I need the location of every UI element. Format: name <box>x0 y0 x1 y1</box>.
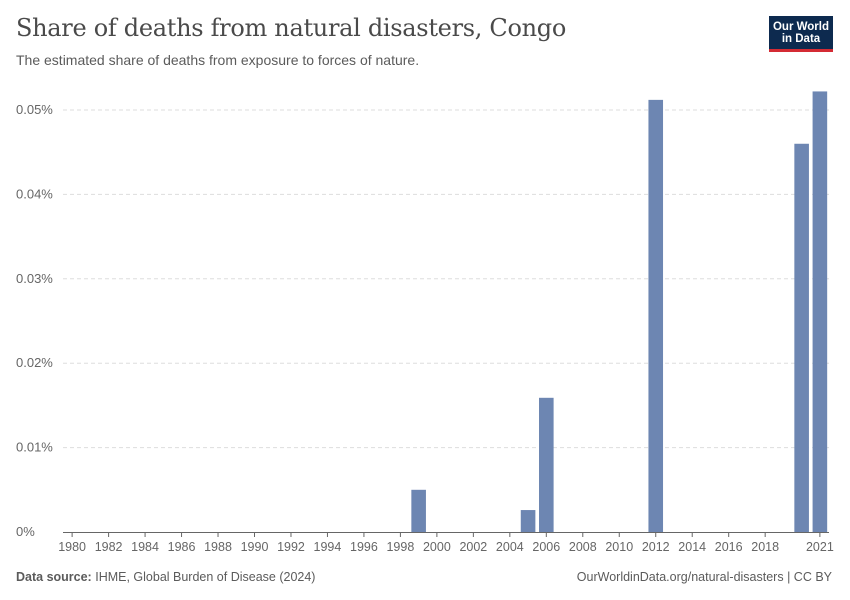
x-tick-label: 2010 <box>605 540 633 554</box>
data-source-label: Data source: <box>16 570 92 584</box>
x-tick-label: 1988 <box>204 540 232 554</box>
bar-2006[interactable] <box>539 397 554 532</box>
bar-2020[interactable] <box>794 143 809 532</box>
y-tick-label: 0.04% <box>16 186 53 201</box>
x-tick-label: 1990 <box>241 540 269 554</box>
y-tick-label: 0.05% <box>16 102 53 117</box>
bar-1999[interactable] <box>411 489 426 532</box>
x-tick-label: 2002 <box>459 540 487 554</box>
chart-subtitle: The estimated share of deaths from expos… <box>16 52 420 68</box>
x-tick-label: 1982 <box>95 540 123 554</box>
x-tick-label: 1986 <box>168 540 196 554</box>
data-source: Data source: IHME, Global Burden of Dise… <box>16 570 315 584</box>
bar-2012[interactable] <box>648 99 664 532</box>
x-tick-label: 1998 <box>386 540 414 554</box>
x-tick-label: 2016 <box>715 540 743 554</box>
x-tick-label: 2004 <box>496 540 524 554</box>
x-tick-label: 1994 <box>314 540 342 554</box>
x-tick-label: 1996 <box>350 540 378 554</box>
bar-2021[interactable] <box>812 91 828 532</box>
x-tick-label: 1980 <box>58 540 86 554</box>
x-tick-label: 2021 <box>806 540 834 554</box>
x-tick-label: 2012 <box>642 540 670 554</box>
bar-2005[interactable] <box>520 510 536 532</box>
x-tick-label: 1984 <box>131 540 159 554</box>
y-tick-label: 0% <box>16 524 35 539</box>
logo-line-1: Our World <box>772 21 829 33</box>
y-tick-label: 0.02% <box>16 355 53 370</box>
x-tick-label: 2008 <box>569 540 597 554</box>
x-tick-label: 2000 <box>423 540 451 554</box>
owid-logo[interactable]: Our World in Data <box>769 16 833 52</box>
x-tick-label: 2018 <box>751 540 779 554</box>
y-tick-label: 0.01% <box>16 440 53 455</box>
chart-title: Share of deaths from natural disasters, … <box>16 14 566 42</box>
x-tick-label: 2014 <box>678 540 706 554</box>
data-source-text[interactable]: IHME, Global Burden of Disease (2024) <box>95 570 316 584</box>
credit-link[interactable]: OurWorldinData.org/natural-disasters | C… <box>576 570 832 584</box>
x-tick-label: 1992 <box>277 540 305 554</box>
logo-line-2: in Data <box>781 33 821 45</box>
y-tick-label: 0.03% <box>16 271 53 286</box>
x-tick-label: 2006 <box>532 540 560 554</box>
